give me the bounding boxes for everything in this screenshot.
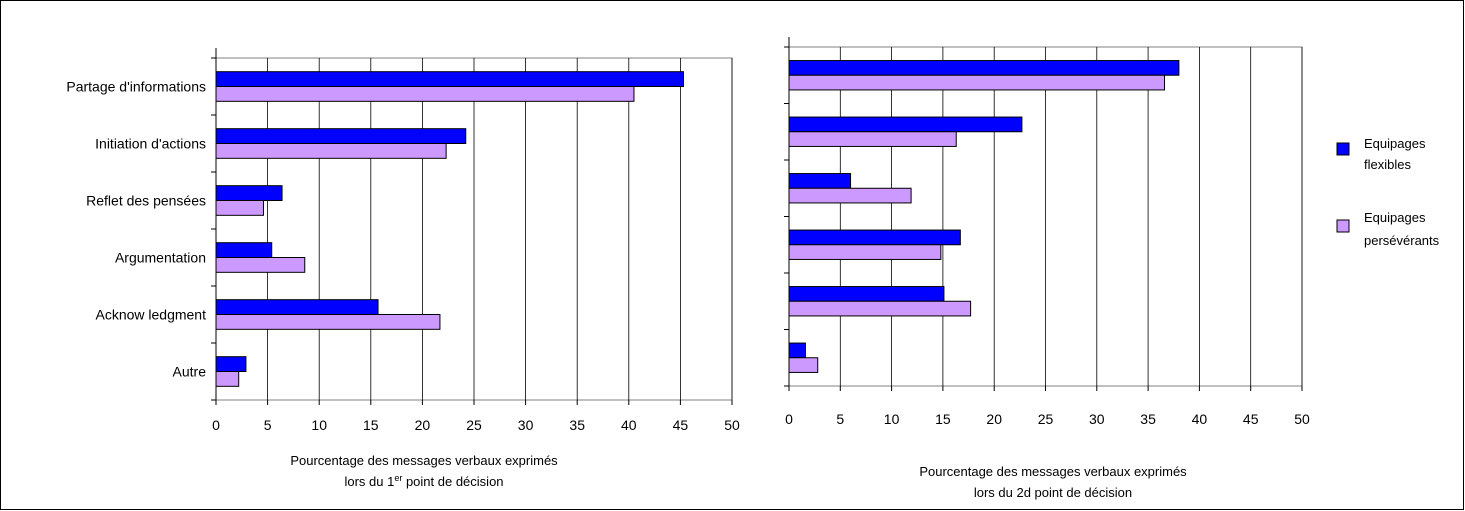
chart1-x-tick-label: 5 <box>264 417 272 433</box>
chart1-bar-perseverants <box>215 200 264 216</box>
chart2-x-tick-label: 40 <box>1192 411 1208 427</box>
legend-swatch-perseverants <box>1336 219 1350 233</box>
chart2-xlabel-line1: Pourcentage des messages verbaux exprimé… <box>919 464 1187 479</box>
chart1-bar-perseverants <box>215 86 635 102</box>
chart2-bar-perseverants <box>788 300 972 317</box>
legend-swatch-flexibles <box>1336 142 1350 156</box>
chart1-bar-perseverants <box>215 143 447 159</box>
chart2-x-tick-label: 50 <box>1294 411 1310 427</box>
chart1-category-label: Reflet des pensées <box>86 193 206 209</box>
chart1-bar-flexibles <box>215 128 467 144</box>
chart2-bar-perseverants <box>788 187 912 204</box>
chart1-x-tick-label: 10 <box>311 417 327 433</box>
chart1-xlabel-line2: lors du 1er point de décision <box>344 473 503 489</box>
chart2-bar-perseverants <box>788 357 819 373</box>
chart2-bar-flexibles <box>788 173 852 189</box>
legend-label-flexibles-1: Equipages <box>1364 136 1426 151</box>
chart2-xlabel-line2: lors du 2d point de décision <box>974 485 1132 500</box>
chart2-bar-flexibles <box>788 342 806 359</box>
chart2-bar-flexibles <box>788 286 945 302</box>
chart1-bar-perseverants <box>215 314 441 330</box>
chart-2nd-decision-point: 0 5 10 15 20 25 30 35 40 45 50 <box>784 37 1310 427</box>
chart2-bar-flexibles <box>788 60 1180 76</box>
chart1-bar-perseverants <box>215 371 240 387</box>
chart1-x-tick-label: 35 <box>569 417 585 433</box>
chart2-bar-perseverants <box>788 74 1166 91</box>
legend-label-flexibles-2: flexibles <box>1364 157 1411 172</box>
chart2-x-tick-label: 30 <box>1089 411 1105 427</box>
legend-label-perseverants-2: persévérants <box>1364 233 1440 248</box>
chart1-x-tick-label: 45 <box>673 417 689 433</box>
chart2-bar-perseverants <box>788 131 957 147</box>
chart1-bar-flexibles <box>215 185 283 201</box>
chart2-x-tick-label: 35 <box>1140 411 1156 427</box>
chart1-bar-flexibles <box>215 242 273 258</box>
chart1-xlabel-line1: Pourcentage des messages verbaux exprimé… <box>290 453 558 468</box>
chart2-x-tick-label: 0 <box>785 411 793 427</box>
chart1-category-label: Acknow ledgment <box>95 307 206 323</box>
chart1-category-label: Initiation d'actions <box>95 136 206 152</box>
chart1-bar-flexibles <box>215 299 379 315</box>
chart2-x-tick-label: 20 <box>986 411 1002 427</box>
chart2-x-tick-label: 5 <box>836 411 844 427</box>
chart2-x-tick-label: 15 <box>935 411 951 427</box>
chart1-category-label: Partage d'informations <box>66 79 206 95</box>
chart2-bar-perseverants <box>788 244 942 260</box>
chart2-x-tick-label: 10 <box>884 411 900 427</box>
chart1-x-tick-label: 15 <box>363 417 379 433</box>
chart1-x-tick-label: 20 <box>415 417 431 433</box>
chart2-bar-flexibles <box>788 229 961 246</box>
chart1-bar-flexibles <box>215 356 247 372</box>
chart1-x-tick-label: 50 <box>724 417 740 433</box>
legend: Equipages flexibles Equipages persévéran… <box>1336 136 1440 248</box>
chart1-x-tick-label: 30 <box>518 417 534 433</box>
chart2-x-tick-label: 25 <box>1038 411 1054 427</box>
chart-1st-decision-point: 0 5 10 15 20 25 30 35 40 45 50 Partage d'informatio… <box>66 48 740 433</box>
chart1-category-label: Autre <box>173 364 207 380</box>
chart1-x-tick-label: 0 <box>212 417 220 433</box>
chart1-x-tick-label: 25 <box>466 417 482 433</box>
chart1-bar-flexibles <box>215 71 684 87</box>
chart2-x-tick-label: 45 <box>1243 411 1259 427</box>
chart2-bar-flexibles <box>788 116 1023 133</box>
chart1-bar-perseverants <box>215 257 306 273</box>
chart1-category-label: Argumentation <box>115 250 206 266</box>
chart1-x-tick-label: 40 <box>621 417 637 433</box>
legend-label-perseverants-1: Equipages <box>1364 210 1426 225</box>
